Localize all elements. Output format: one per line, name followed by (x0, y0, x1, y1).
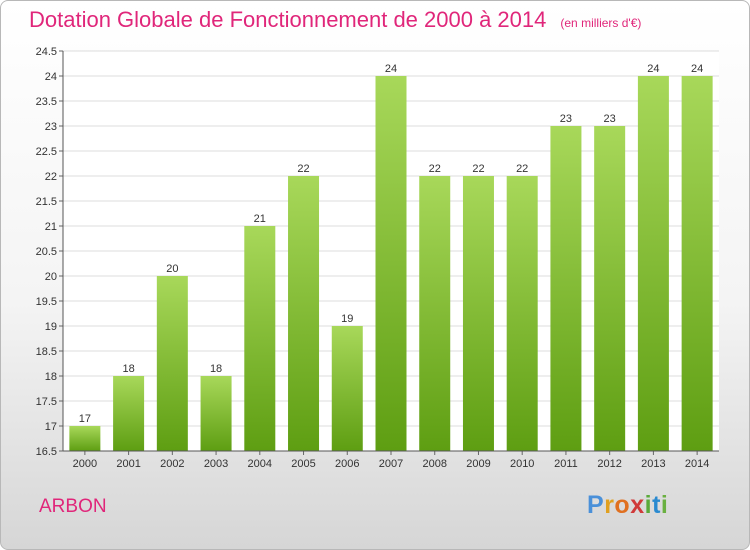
y-tick-label: 16.5 (36, 446, 57, 458)
x-tick-label: 2003 (204, 458, 228, 470)
bar (331, 326, 363, 451)
data-label: 23 (604, 113, 616, 125)
data-label: 21 (254, 213, 266, 225)
x-tick-label: 2002 (160, 458, 184, 470)
bar (288, 176, 320, 451)
x-tick-label: 2000 (73, 458, 97, 470)
x-tick-label: 2005 (291, 458, 315, 470)
y-tick-label: 19 (45, 321, 57, 333)
x-tick-label: 2006 (335, 458, 359, 470)
bar (156, 276, 188, 451)
data-label: 24 (647, 63, 659, 75)
logo-letter: t (652, 491, 661, 519)
bar (506, 176, 538, 451)
y-tick-label: 23.5 (36, 96, 57, 108)
y-tick-label: 19.5 (36, 296, 57, 308)
chart-subtitle: (en milliers d'€) (560, 16, 642, 30)
bar (594, 126, 626, 451)
data-label: 24 (385, 63, 397, 75)
logo-letter: i (644, 491, 653, 519)
x-tick-label: 2007 (379, 458, 403, 470)
bar (113, 376, 145, 451)
x-tick-label: 2010 (510, 458, 534, 470)
data-label: 23 (560, 113, 572, 125)
data-label: 18 (122, 363, 134, 375)
proxiti-logo: Proxiti (587, 491, 668, 520)
data-label: 20 (166, 263, 178, 275)
bar (200, 376, 232, 451)
data-label: 18 (210, 363, 222, 375)
y-tick-label: 20 (45, 271, 57, 283)
data-label: 24 (691, 63, 703, 75)
x-tick-label: 2011 (554, 458, 578, 470)
bar (244, 226, 276, 451)
y-tick-label: 18.5 (36, 346, 57, 358)
logo-letter: o (614, 491, 631, 519)
y-tick-label: 22 (45, 171, 57, 183)
bar (69, 426, 101, 451)
y-tick-label: 24.5 (36, 46, 57, 58)
x-tick-label: 2004 (248, 458, 272, 470)
x-tick-label: 2013 (641, 458, 665, 470)
y-tick-label: 21.5 (36, 196, 57, 208)
logo-letter: r (604, 491, 615, 519)
bar (637, 76, 669, 451)
chart-title-row: Dotation Globale de Fonctionnement de 20… (29, 7, 641, 33)
logo-letter: i (660, 491, 669, 519)
y-tick-label: 17.5 (36, 396, 57, 408)
data-label: 17 (79, 413, 91, 425)
y-tick-label: 21 (45, 221, 57, 233)
bar (375, 76, 407, 451)
y-tick-label: 24 (45, 71, 57, 83)
y-tick-label: 17 (45, 421, 57, 433)
bar (419, 176, 451, 451)
bar (681, 76, 713, 451)
bar (550, 126, 582, 451)
data-label: 19 (341, 313, 353, 325)
y-tick-label: 20.5 (36, 246, 57, 258)
x-tick-label: 2001 (116, 458, 140, 470)
x-tick-label: 2009 (466, 458, 490, 470)
bar (462, 176, 494, 451)
data-label: 22 (516, 163, 528, 175)
place-name: ARBON (39, 496, 107, 517)
x-tick-label: 2014 (685, 458, 709, 470)
y-tick-label: 18 (45, 371, 57, 383)
logo-letter: x (630, 491, 645, 519)
x-tick-label: 2008 (422, 458, 446, 470)
data-label: 22 (472, 163, 484, 175)
y-tick-label: 22.5 (36, 146, 57, 158)
data-label: 22 (297, 163, 309, 175)
logo-letter: P (587, 491, 605, 519)
y-tick-label: 23 (45, 121, 57, 133)
chart-title: Dotation Globale de Fonctionnement de 20… (29, 7, 547, 32)
x-tick-label: 2012 (597, 458, 621, 470)
data-label: 22 (429, 163, 441, 175)
